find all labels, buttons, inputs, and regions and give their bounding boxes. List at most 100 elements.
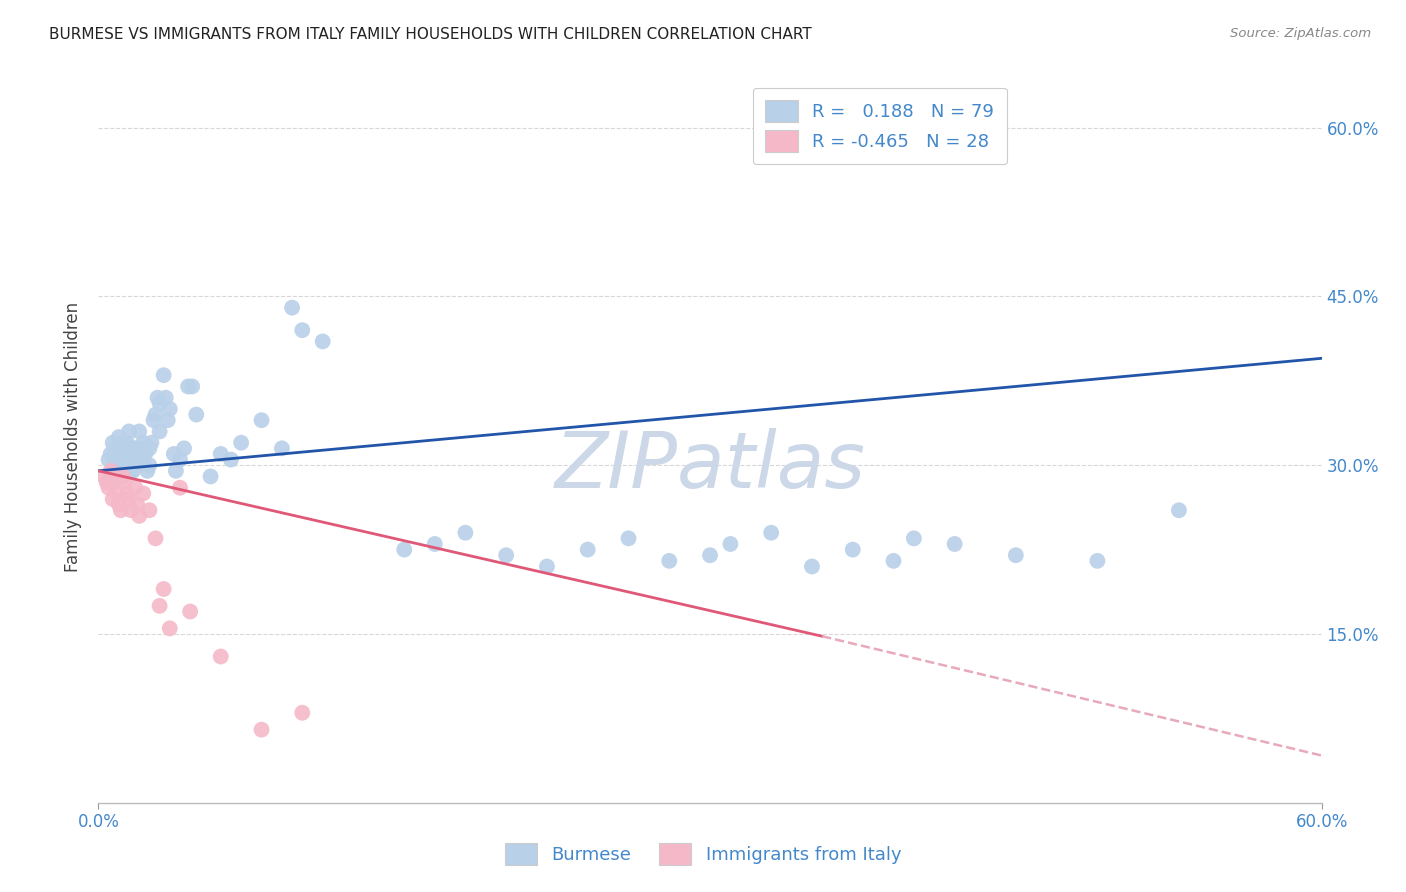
Point [128,508,150,523]
Point [132,486,155,500]
Point [209,649,232,664]
Point [127,458,149,473]
Point [132,452,155,467]
Point [101,435,124,450]
Point [111,452,134,467]
Point [801,559,824,574]
Point [138,458,160,473]
Point [115,435,138,450]
Point [291,323,314,337]
Point [152,368,174,383]
Point [122,464,145,478]
Point [97,481,120,495]
Point [138,503,160,517]
Point [312,334,335,349]
Point [96,475,118,489]
Point [720,537,742,551]
Point [181,379,204,393]
Text: Source: ZipAtlas.com: Source: ZipAtlas.com [1230,27,1371,40]
Point [617,532,640,546]
Point [291,706,314,720]
Point [169,452,191,467]
Point [97,452,120,467]
Point [111,435,134,450]
Point [104,442,127,456]
Point [1167,503,1189,517]
Text: ZIPatlas: ZIPatlas [554,428,866,504]
Point [761,525,783,540]
Point [132,435,155,450]
Point [138,442,160,456]
Point [111,469,134,483]
Point [120,464,142,478]
Point [114,475,136,489]
Point [156,413,179,427]
Point [152,582,174,596]
Point [101,464,124,478]
Point [93,469,115,483]
Point [576,542,599,557]
Point [281,301,304,315]
Point [124,481,146,495]
Point [141,435,163,450]
Point [145,532,167,546]
Point [149,599,172,613]
Point [250,723,273,737]
Point [165,464,187,478]
Point [209,447,232,461]
Point [108,498,131,512]
Point [120,442,142,456]
Point [163,447,186,461]
Point [200,469,222,483]
Point [177,379,200,393]
Point [1004,548,1026,562]
Point [114,464,136,478]
Point [108,447,131,461]
Point [120,503,142,517]
Point [841,542,863,557]
Point [114,447,136,461]
Point [129,442,152,456]
Point [392,542,416,557]
Point [155,391,177,405]
Point [110,503,132,517]
Point [250,413,273,427]
Point [159,621,181,635]
Point [136,464,159,478]
Point [110,458,132,473]
Point [124,452,146,467]
Point [699,548,721,562]
Point [903,532,925,546]
Y-axis label: Family Households with Children: Family Households with Children [65,302,83,572]
Point [122,447,145,461]
Point [100,464,122,478]
Point [145,408,167,422]
Point [146,391,169,405]
Point [104,475,127,489]
Point [186,408,208,422]
Point [943,537,966,551]
Point [105,486,128,500]
Point [110,442,132,456]
Point [536,559,558,574]
Point [127,498,149,512]
Text: BURMESE VS IMMIGRANTS FROM ITALY FAMILY HOUSEHOLDS WITH CHILDREN CORRELATION CHA: BURMESE VS IMMIGRANTS FROM ITALY FAMILY … [49,27,811,42]
Point [454,525,477,540]
Point [1085,554,1108,568]
Point [149,425,172,439]
Point [108,430,131,444]
Point [159,401,181,416]
Point [270,442,294,456]
Point [142,413,165,427]
Point [118,491,141,506]
Legend: Burmese, Immigrants from Italy: Burmese, Immigrants from Italy [496,834,910,874]
Point [105,469,128,483]
Point [100,447,122,461]
Point [124,442,146,456]
Point [104,458,127,473]
Point [149,396,172,410]
Point [883,554,905,568]
Point [128,425,150,439]
Legend: R =   0.188   N = 79, R = -0.465   N = 28: R = 0.188 N = 79, R = -0.465 N = 28 [752,87,1007,164]
Point [128,447,150,461]
